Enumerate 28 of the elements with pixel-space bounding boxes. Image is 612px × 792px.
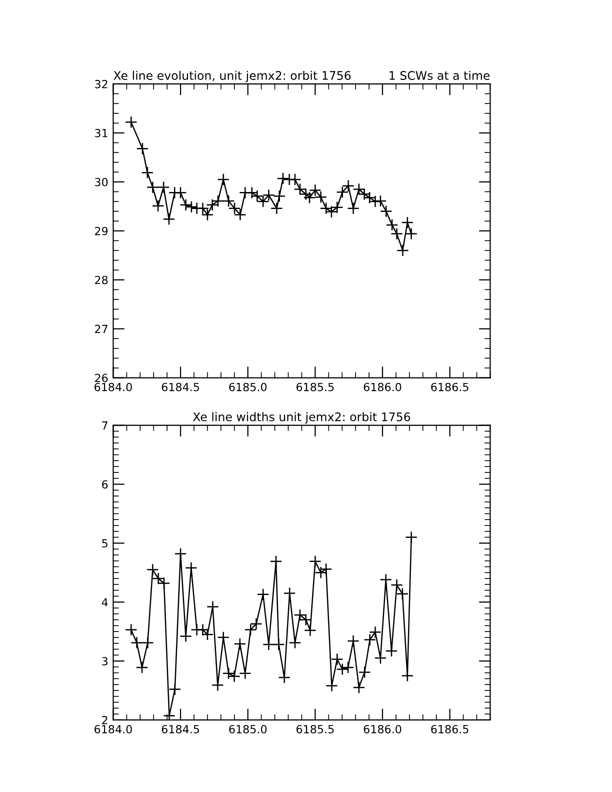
x-tick-label: 6185.5 xyxy=(296,724,334,734)
y-tick-label: 3 xyxy=(102,656,108,666)
x-tick-label: 6186.0 xyxy=(364,382,402,392)
y-tick-label: 6 xyxy=(102,480,108,489)
y-tick-label: 32 xyxy=(95,80,108,88)
y-tick-label: 31 xyxy=(95,128,108,138)
x-tick-label: 6185.0 xyxy=(229,724,267,734)
y-tick-label: 5 xyxy=(102,539,108,548)
x-tick-label: 6185.0 xyxy=(229,382,267,392)
x-tick-label: 6186.5 xyxy=(431,382,468,392)
x-tick-label: 6186.5 xyxy=(431,724,468,734)
y-tick-label: 2 xyxy=(102,716,108,724)
y-tick-label: 30 xyxy=(95,178,108,186)
x-tick-label: 6184.5 xyxy=(162,382,200,392)
x-tick-label: 6184.0 xyxy=(94,724,132,734)
y-tick-label: 4 xyxy=(102,598,108,606)
x-tick-label: 6185.5 xyxy=(296,382,334,392)
x-tick-label: 6184.0 xyxy=(94,382,132,392)
y-tick-label: 28 xyxy=(95,276,108,284)
x-tick-label: 6186.0 xyxy=(364,724,402,734)
x-tick-label: 6184.5 xyxy=(162,724,200,734)
text: 1 SCWs at a time xyxy=(390,70,490,80)
y-tick-label: 7 xyxy=(102,421,108,430)
chart-title: Xe line widths unit jemx2: orbit 1756 xyxy=(192,412,410,424)
y-tick-label: 27 xyxy=(95,324,108,334)
y-tick-label: 29 xyxy=(95,226,108,236)
chart-title: Xe line evolution, unit jemx2: orbit 1756 xyxy=(114,70,351,82)
y-tick-label: 26 xyxy=(95,374,108,382)
